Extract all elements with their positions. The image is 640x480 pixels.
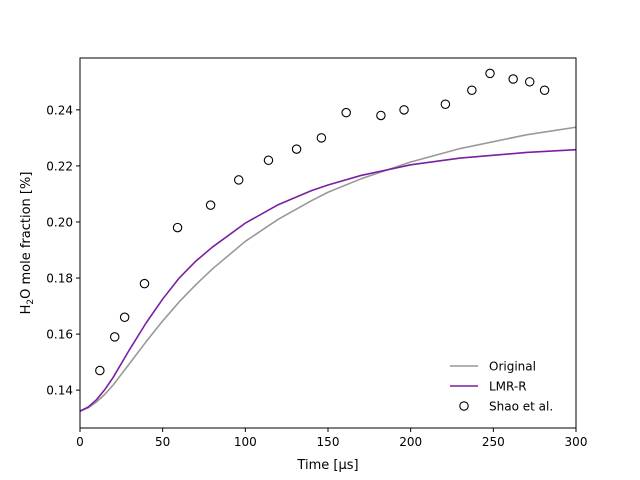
data-point-shao-et-al [139, 278, 150, 289]
data-point-shao-et-al [440, 99, 451, 110]
y-axis-label-sub: 2 [26, 299, 36, 305]
data-point-shao-et-al [109, 332, 120, 342]
data-point-shao-et-al [467, 85, 477, 95]
data-point-shao-et-al [376, 110, 386, 121]
data-point-shao-et-al [539, 85, 550, 95]
data-point-shao-et-al [233, 175, 244, 185]
x-tick-label: 0 [76, 435, 84, 449]
data-point-shao-et-al [316, 133, 327, 143]
data-point-shao-et-al [485, 68, 495, 79]
x-tick-label: 150 [317, 435, 340, 449]
y-axis-label-post: O mole fraction [%] [19, 172, 34, 299]
x-tick-label: 200 [399, 435, 422, 449]
data-point-shao-et-al [172, 222, 183, 233]
legend-swatch-shao-et-al [459, 401, 469, 411]
y-tick-label: 0.24 [46, 103, 73, 117]
data-point-shao-et-al [508, 74, 518, 84]
series-line-original [80, 126, 576, 412]
series-line-lmr-r [80, 148, 576, 412]
x-axis-label: Time [μs] [296, 458, 358, 473]
data-point-shao-et-al [263, 155, 274, 166]
y-axis-label: H2O mole fraction [%] [19, 172, 36, 315]
data-point-shao-et-al [205, 200, 216, 210]
x-axis: 0 50 100 150 200 250 300 [76, 428, 587, 449]
data-point-shao-et-al [119, 312, 130, 323]
data-point-shao-et-al [399, 105, 409, 115]
data-point-shao-et-al [95, 365, 105, 376]
y-axis: 0.14 0.16 0.18 0.20 0.22 0.24 [46, 103, 80, 398]
x-tick-label: 100 [234, 435, 257, 449]
legend-label-lmr-r: LMR-R [489, 380, 527, 394]
y-tick-label: 0.14 [46, 384, 73, 398]
y-axis-label-pre: H [19, 305, 34, 315]
data-point-shao-et-al [524, 77, 535, 87]
y-tick-label: 0.16 [46, 328, 73, 342]
legend: Original LMR-R Shao et al. [450, 360, 553, 414]
legend-label-shao-et-al: Shao et al. [489, 400, 553, 414]
legend-label-original: Original [489, 360, 536, 374]
data-point-shao-et-al [291, 144, 302, 154]
x-tick-label: 250 [482, 435, 505, 449]
x-tick-label: 300 [565, 435, 588, 449]
plot-area [80, 68, 576, 412]
x-tick-label: 50 [155, 435, 170, 449]
y-tick-label: 0.20 [46, 215, 73, 229]
y-tick-label: 0.22 [46, 159, 73, 173]
data-point-shao-et-al [341, 107, 351, 118]
y-tick-label: 0.18 [46, 272, 73, 286]
